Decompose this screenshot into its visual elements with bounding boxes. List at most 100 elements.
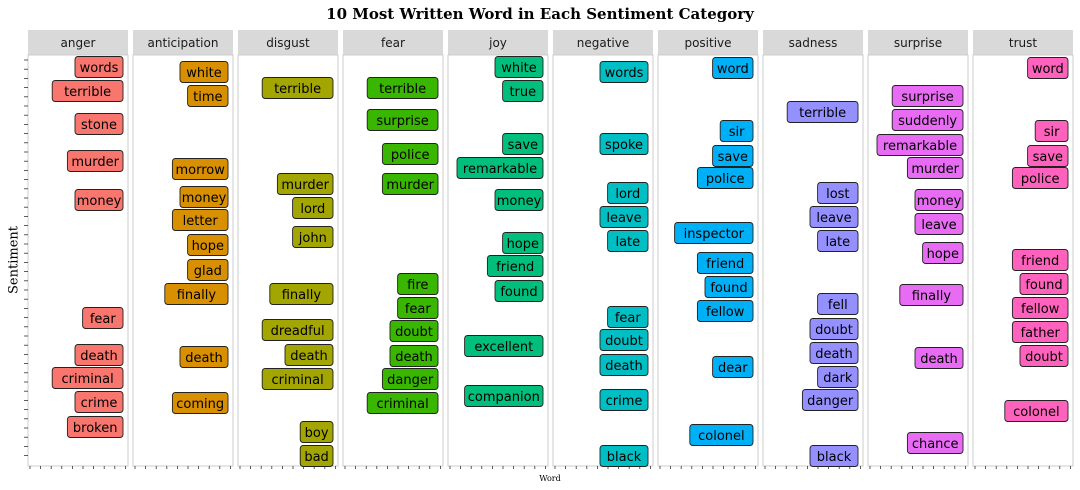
word-label: word xyxy=(717,62,749,77)
word-label: found xyxy=(710,281,747,296)
word-label: police xyxy=(391,148,430,163)
word-label: save xyxy=(718,150,748,165)
facet-strip xyxy=(133,30,233,55)
word-label-box xyxy=(891,109,964,131)
word-label-box xyxy=(599,329,649,351)
word-label-box xyxy=(179,61,229,83)
word-label: late xyxy=(825,235,850,250)
word-label-box xyxy=(51,367,124,389)
word-label: criminal xyxy=(376,397,428,412)
word-label: leave xyxy=(921,218,956,233)
word-label-box xyxy=(389,345,439,367)
word-label: inspector xyxy=(684,227,745,242)
word-label: money xyxy=(182,191,227,206)
word-label-box xyxy=(809,206,859,228)
word-label-box xyxy=(66,150,124,172)
word-label: death xyxy=(185,351,223,366)
word-label: dark xyxy=(823,371,853,386)
word-label-box xyxy=(82,307,124,329)
word-label-box xyxy=(817,293,859,315)
word-label-box xyxy=(696,300,754,322)
word-label: death xyxy=(920,352,958,367)
word-label-box xyxy=(187,85,229,107)
word-label-box xyxy=(1027,57,1069,79)
word-label: time xyxy=(193,90,222,105)
word-label: save xyxy=(508,138,538,153)
word-label-box xyxy=(187,259,229,281)
word-label: leave xyxy=(816,211,851,226)
word-label: lord xyxy=(300,202,325,217)
word-label-box xyxy=(269,283,334,305)
facet-label: joy xyxy=(488,36,507,50)
word-label: danger xyxy=(387,373,434,388)
word-label: doubt xyxy=(395,325,433,340)
word-label-box xyxy=(486,255,544,277)
word-label: criminal xyxy=(271,373,323,388)
word-label-box xyxy=(261,77,334,99)
facet-label: sadness xyxy=(789,36,838,50)
word-label: finally xyxy=(912,289,952,304)
word-label-box xyxy=(179,186,229,208)
word-label-box xyxy=(66,416,124,438)
word-label: death xyxy=(815,347,853,362)
word-label-box xyxy=(607,306,649,328)
word-label-box xyxy=(599,206,649,228)
facet-strip xyxy=(553,30,653,55)
word-label: money xyxy=(77,194,122,209)
word-label: bad xyxy=(304,450,328,465)
panel-border xyxy=(867,54,969,467)
word-label-box xyxy=(389,320,439,342)
word-label-box xyxy=(599,389,649,411)
word-label-box xyxy=(397,297,439,319)
word-label: boy xyxy=(305,426,329,441)
facet-strip xyxy=(343,30,443,55)
word-label: save xyxy=(1033,150,1063,165)
word-label: terrible xyxy=(64,85,111,100)
word-label-box xyxy=(689,424,754,446)
word-label-box xyxy=(51,80,124,102)
word-label-box xyxy=(1011,167,1069,189)
word-label: lord xyxy=(615,187,640,202)
word-label: dear xyxy=(718,361,748,376)
x-axis-label: Word xyxy=(539,474,561,483)
word-label: terrible xyxy=(379,82,426,97)
word-label-box xyxy=(899,284,964,306)
word-label-box xyxy=(292,197,334,219)
word-label-box xyxy=(1011,297,1069,319)
facet-label: trust xyxy=(1009,36,1037,50)
word-label-box xyxy=(809,342,859,364)
word-label: spoke xyxy=(605,138,643,153)
word-label-box xyxy=(502,232,544,254)
word-label: father xyxy=(1021,326,1061,341)
word-label: police xyxy=(1021,172,1060,187)
word-label-box xyxy=(299,421,334,443)
word-label-box xyxy=(696,252,754,274)
word-label: coming xyxy=(176,397,224,412)
word-label-box xyxy=(704,276,754,298)
word-label-box xyxy=(171,392,229,414)
word-label-box xyxy=(284,344,334,366)
word-label-box xyxy=(299,445,334,467)
word-label-box xyxy=(1011,321,1069,343)
word-label: friend xyxy=(496,260,534,275)
word-label: doubt xyxy=(1025,350,1063,365)
word-label-box xyxy=(914,347,964,369)
word-label: lost xyxy=(826,187,849,202)
word-label-box xyxy=(502,80,544,102)
word-label: fire xyxy=(407,278,428,293)
word-label: fellow xyxy=(1021,302,1060,317)
word-label-box xyxy=(599,354,649,376)
facet-strip xyxy=(658,30,758,55)
facet-strip xyxy=(448,30,548,55)
word-label-box xyxy=(817,366,859,388)
word-label: colonel xyxy=(1013,405,1060,420)
word-label: crime xyxy=(606,394,643,409)
facet-strip xyxy=(763,30,863,55)
panel-border xyxy=(447,54,549,467)
word-label-box xyxy=(74,113,124,135)
word-label: finally xyxy=(282,288,322,303)
word-label-box xyxy=(786,101,859,123)
word-label-box xyxy=(817,230,859,252)
word-label: death xyxy=(605,359,643,374)
